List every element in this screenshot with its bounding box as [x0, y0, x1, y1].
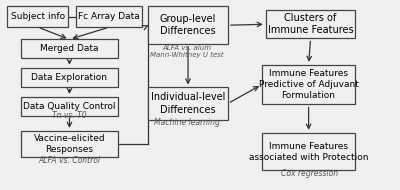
Text: Machine learning: Machine learning: [154, 118, 220, 127]
FancyBboxPatch shape: [262, 133, 356, 170]
Text: Cox regression: Cox regression: [281, 169, 338, 178]
Text: Clusters of
Immune Features: Clusters of Immune Features: [268, 13, 354, 36]
FancyBboxPatch shape: [21, 97, 118, 116]
FancyBboxPatch shape: [148, 6, 228, 44]
FancyBboxPatch shape: [21, 131, 118, 157]
FancyBboxPatch shape: [148, 87, 228, 120]
Text: Immune Features
associated with Protection: Immune Features associated with Protecti…: [249, 142, 368, 162]
FancyBboxPatch shape: [21, 68, 118, 86]
Text: Data Quality Control: Data Quality Control: [23, 102, 116, 111]
Text: Subject info: Subject info: [10, 12, 65, 21]
Text: Individual-level
Differences: Individual-level Differences: [151, 92, 225, 115]
Text: Data Exploration: Data Exploration: [32, 73, 108, 82]
FancyBboxPatch shape: [7, 6, 68, 27]
Text: Group-level
Differences: Group-level Differences: [160, 14, 216, 36]
FancyBboxPatch shape: [262, 65, 356, 104]
Text: Immune Features
Predictive of Adjuvant
Formulation: Immune Features Predictive of Adjuvant F…: [259, 69, 358, 100]
Text: Tn vs. T0: Tn vs. T0: [52, 111, 86, 120]
Text: Vaccine-elicited
Responses: Vaccine-elicited Responses: [34, 134, 105, 154]
FancyBboxPatch shape: [76, 6, 142, 27]
Text: ALFA vs. alum
Mann-Whitney U test: ALFA vs. alum Mann-Whitney U test: [150, 45, 224, 58]
Text: ALFA vs. Control: ALFA vs. Control: [38, 156, 100, 165]
Text: Merged Data: Merged Data: [40, 44, 99, 53]
FancyBboxPatch shape: [266, 10, 356, 38]
Text: Fc Array Data: Fc Array Data: [78, 12, 140, 21]
FancyBboxPatch shape: [21, 39, 118, 58]
